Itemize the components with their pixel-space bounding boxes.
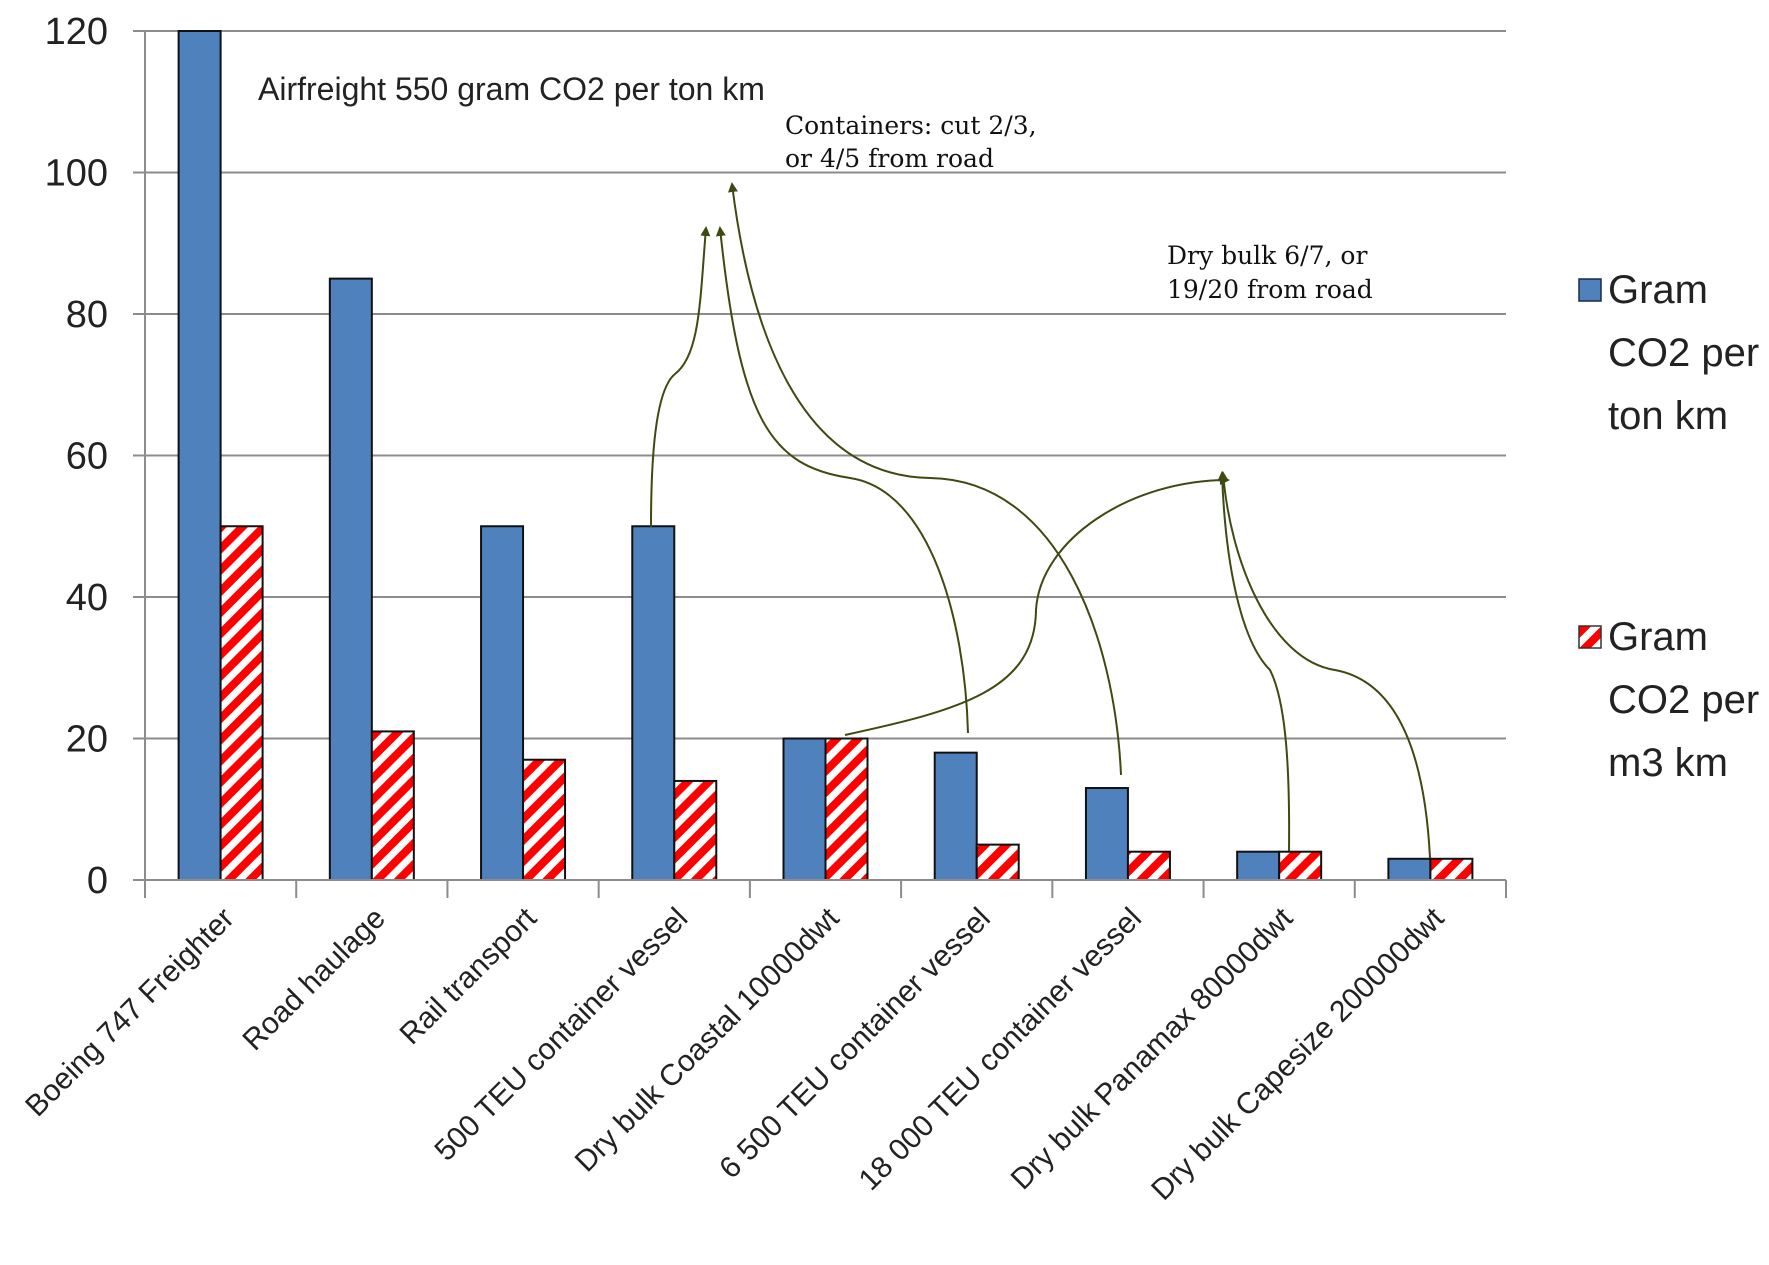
legend-label-ton-km-2: CO2 per	[1608, 331, 1759, 375]
bar-ton-km	[782, 737, 827, 881]
arrow-coastal	[844, 475, 1230, 736]
x-category-label: Road haulage	[236, 902, 391, 1057]
x-category-label: Rail transport	[394, 901, 544, 1051]
x-category-label: 6 500 TEU container vessel	[713, 902, 997, 1186]
x-category-label: Boeing 747 Freighter	[19, 902, 240, 1123]
bar-m3-km	[370, 730, 415, 881]
arrow-capesize	[1218, 471, 1431, 859]
bar-m3-km	[673, 779, 718, 882]
arrow-panamax	[1217, 471, 1291, 852]
legend-label-m3-km-3: m3 km	[1608, 741, 1728, 785]
y-tick-label: 120	[45, 11, 108, 53]
legend-swatch-m3-km	[1578, 625, 1602, 649]
bar-ton-km	[328, 277, 373, 881]
x-category-label: 500 TEU container vessel	[428, 902, 694, 1168]
arrow-500teu	[650, 226, 711, 528]
axes	[133, 30, 1507, 898]
bar-ton-km	[933, 751, 978, 882]
annotation-drybulk-line1: Dry bulk 6/7, or	[1167, 241, 1367, 270]
y-tick-label: 0	[87, 860, 108, 902]
annotation-arrows	[650, 182, 1431, 859]
arrow-6500teu	[715, 226, 969, 734]
x-category-label: 18 000 TEU container vessel	[853, 902, 1148, 1197]
bar-m3-km	[1126, 850, 1171, 882]
x-category-label: Dry bulk Panamax 80000dwt	[1005, 901, 1300, 1196]
legend-label-ton-km-1: Gram	[1608, 268, 1708, 312]
annotation-drybulk-line2: 19/20 from road	[1167, 275, 1373, 304]
y-tick-label: 40	[66, 577, 108, 619]
bar-ton-km	[631, 525, 676, 881]
bar-m3-km	[824, 737, 869, 881]
y-tick-label: 100	[45, 153, 108, 195]
x-category-label: Dry bulk Capesize 200000dwt	[1145, 901, 1451, 1207]
legend: Gram CO2 per ton km Gram CO2 per m3 km	[1578, 268, 1759, 785]
legend-label-m3-km-2: CO2 per	[1608, 678, 1759, 722]
arrow-18000teu	[728, 182, 1122, 776]
bar-ton-km	[1236, 850, 1281, 882]
bar-m3-km	[219, 525, 264, 881]
annotation-airfreight: Airfreight 550 gram CO2 per ton km	[258, 71, 765, 107]
bar-ton-km	[480, 525, 525, 881]
x-category-label: Dry bulk Coastal 10000dwt	[569, 901, 846, 1178]
bar-ton-km	[1084, 787, 1129, 882]
bar-m3-km	[1429, 857, 1474, 882]
y-tick-label: 20	[66, 719, 108, 761]
y-tick-labels: 0 20 40 60 80 100 120	[45, 11, 108, 902]
legend-label-ton-km-3: ton km	[1608, 394, 1728, 438]
y-tick-label: 80	[66, 294, 108, 336]
bar-ton-km	[177, 30, 222, 881]
bar-m3-km	[1278, 850, 1323, 882]
legend-label-m3-km-1: Gram	[1608, 615, 1708, 659]
y-tick-label: 60	[66, 436, 108, 478]
legend-swatch-ton-km	[1578, 278, 1602, 302]
annotation-containers-line2: or 4/5 from road	[785, 144, 994, 173]
bar-m3-km	[522, 758, 567, 881]
bar-m3-km	[975, 843, 1020, 881]
bar-ton-km	[1387, 857, 1432, 882]
bars	[177, 30, 1474, 882]
annotation-containers-line1: Containers: cut 2/3,	[785, 111, 1037, 140]
